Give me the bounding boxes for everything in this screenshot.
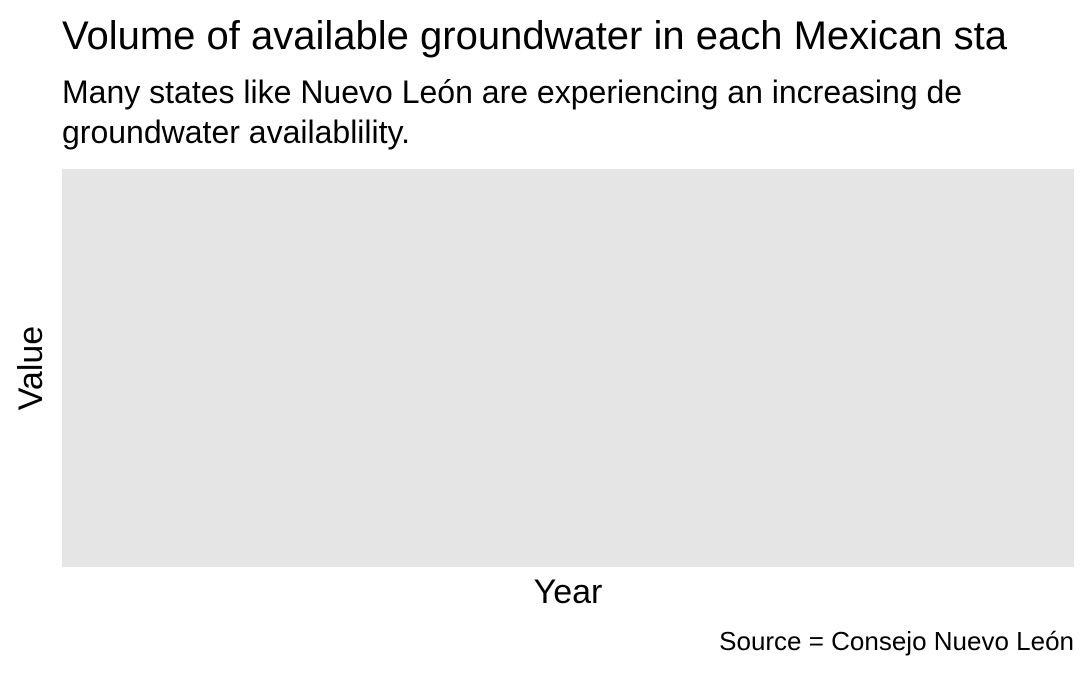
chart-subtitle-line-2: groundwater availablility. [62, 114, 411, 150]
chart-caption: Source = Consejo Nuevo León [719, 626, 1074, 656]
y-axis-label: Value [12, 325, 50, 411]
chart-subtitle: Many states like Nuevo León are experien… [62, 72, 1092, 152]
chart-subtitle-line-1: Many states like Nuevo León are experien… [62, 74, 963, 110]
chart-title: Volume of available groundwater in each … [62, 14, 1007, 58]
plot-panel [62, 169, 1074, 567]
x-axis-label: Year [533, 573, 603, 611]
